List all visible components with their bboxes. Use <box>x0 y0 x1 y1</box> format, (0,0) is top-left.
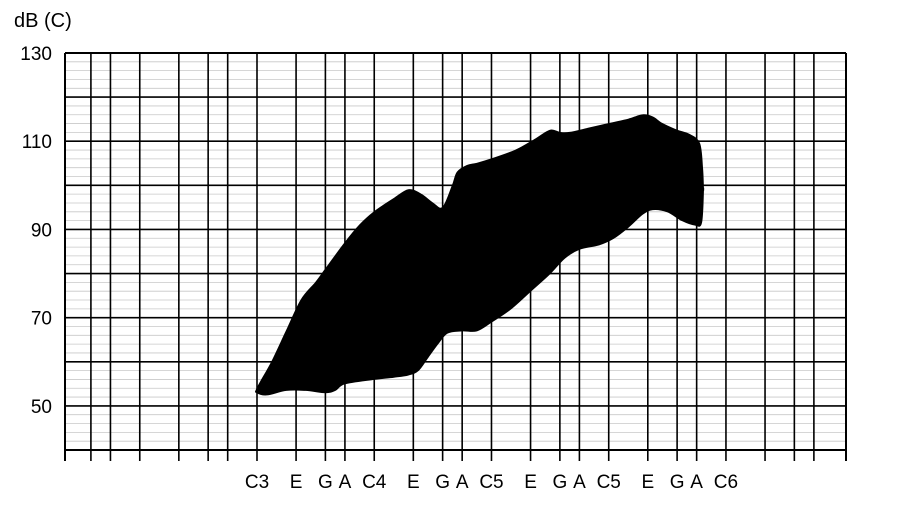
x-tick-label: E <box>290 472 303 493</box>
x-tick-label: C5 <box>597 472 621 493</box>
x-tick-label: G <box>670 472 685 493</box>
x-tick-label: E <box>407 472 420 493</box>
y-tick-label: 70 <box>31 309 52 330</box>
x-tick-label: C6 <box>714 472 738 493</box>
x-tick-label: C4 <box>362 472 387 493</box>
x-tick-label: A <box>456 472 469 493</box>
x-tick-label: C5 <box>479 472 503 493</box>
x-tick-label: G <box>435 472 450 493</box>
y-axis-label: dB (C) <box>14 10 72 32</box>
x-tick-label: C3 <box>245 472 269 493</box>
vertical-gridlines <box>90 53 815 461</box>
x-tick-label: G <box>552 472 567 493</box>
x-tick-label: E <box>524 472 537 493</box>
y-tick-label: 110 <box>22 132 52 153</box>
x-tick-label: G <box>318 472 333 493</box>
y-tick-label: 50 <box>31 397 52 418</box>
x-axis-ticks: C3 E G A C4 E G A C5 E G A C5 E G A C6 <box>245 472 738 493</box>
y-tick-label: 130 <box>20 44 52 65</box>
y-tick-label: 90 <box>31 220 52 241</box>
y-axis-ticks: 50 70 90 110 130 <box>20 44 52 418</box>
x-tick-label: A <box>339 472 352 493</box>
x-tick-label: A <box>573 472 586 493</box>
series-layer <box>255 114 705 396</box>
x-tick-label: E <box>641 472 654 493</box>
x-tick-label: A <box>690 472 703 493</box>
plot-frame <box>64 52 847 461</box>
range-area-series-0 <box>255 114 705 396</box>
